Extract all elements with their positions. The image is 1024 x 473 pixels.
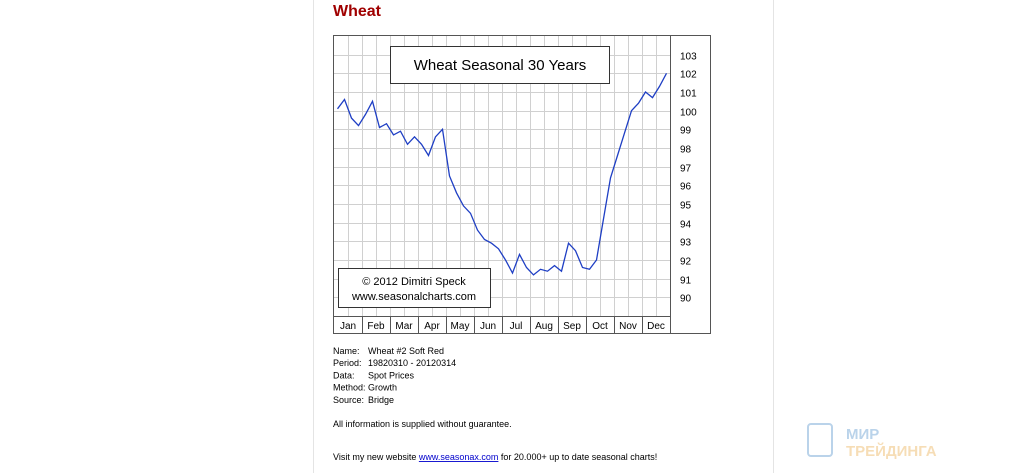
chart-frame — [333, 35, 711, 334]
y-tick-label: 100 — [680, 108, 697, 119]
visit-before: Visit my new website — [333, 452, 419, 462]
info-value: Growth — [368, 383, 397, 393]
chart-title: Wheat Seasonal 30 Years — [414, 57, 587, 74]
y-tick-label: 102 — [680, 70, 697, 81]
x-tick-label: Nov — [619, 321, 637, 332]
info-label: Method: — [333, 383, 366, 393]
y-tick-label: 103 — [680, 52, 697, 63]
disclaimer: All information is supplied without guar… — [333, 419, 512, 429]
chart: 90 91 92 93 94 95 96 97 98 99 100 101 102 103 Jan Feb Ma… — [333, 35, 711, 334]
y-tick-label: 99 — [680, 126, 692, 137]
info-value: Bridge — [368, 395, 394, 405]
watermark: МИР ТРЕЙДИНГА — [807, 423, 937, 460]
line — [336, 72, 668, 276]
x-tick-label: Jan — [340, 321, 356, 332]
info-label: Period: — [333, 358, 362, 368]
x-tick-label: Apr — [424, 321, 440, 332]
x-tick-label: Oct — [592, 321, 608, 332]
y-tick-label: 97 — [680, 164, 692, 175]
x-tick-label: Aug — [535, 321, 553, 332]
info: Name: Wheat #2 Soft Red Period: 19820310 - … — [333, 346, 456, 405]
credit: © 2012 Dimitri Speck — [362, 276, 466, 288]
credit-box — [338, 268, 491, 308]
x-tick-label: Dec — [647, 321, 665, 332]
x-tick-label: May — [451, 321, 470, 332]
watermark-text: ТРЕЙДИНГА — [846, 442, 937, 460]
x-tick-label: Feb — [367, 321, 385, 332]
link[interactable]: www.seasonax.com — [418, 452, 499, 462]
y-tick-label: 98 — [680, 145, 692, 156]
y-tick-label: 92 — [680, 257, 692, 268]
x-tick-label: Jun — [480, 321, 496, 332]
title-box — [390, 46, 610, 84]
info-label: Name: — [333, 346, 360, 356]
watermark-text: МИР — [846, 426, 879, 443]
watermark-icon — [807, 423, 833, 457]
x-tick-label: Sep — [563, 321, 581, 332]
visit-text: Visit my new website www.seasonax.com fo… — [333, 452, 657, 462]
y-tick-label: 90 — [680, 294, 692, 305]
info-label: Data: — [333, 370, 355, 380]
visit-after: for 20.000+ up to date seasonal charts! — [498, 452, 657, 462]
x-tick-label: Jul — [510, 321, 523, 332]
y-tick-label: 101 — [680, 89, 697, 100]
x-tick-label: Mar — [395, 321, 413, 332]
info-value: Spot Prices — [368, 370, 415, 380]
y-tick-label: 96 — [680, 182, 692, 193]
info-label: Source: — [333, 395, 364, 405]
credit: www.seasonalcharts.com — [351, 291, 476, 303]
y-tick-label: 93 — [680, 238, 692, 249]
y-tick-label: 91 — [680, 276, 692, 287]
y-tick-label: 94 — [680, 220, 692, 231]
info-value: 19820310 - 20120314 — [368, 358, 456, 368]
y-tick-label: 95 — [680, 201, 692, 212]
info-value: Wheat #2 Soft Red — [368, 346, 444, 356]
heading: Wheat — [333, 3, 382, 20]
